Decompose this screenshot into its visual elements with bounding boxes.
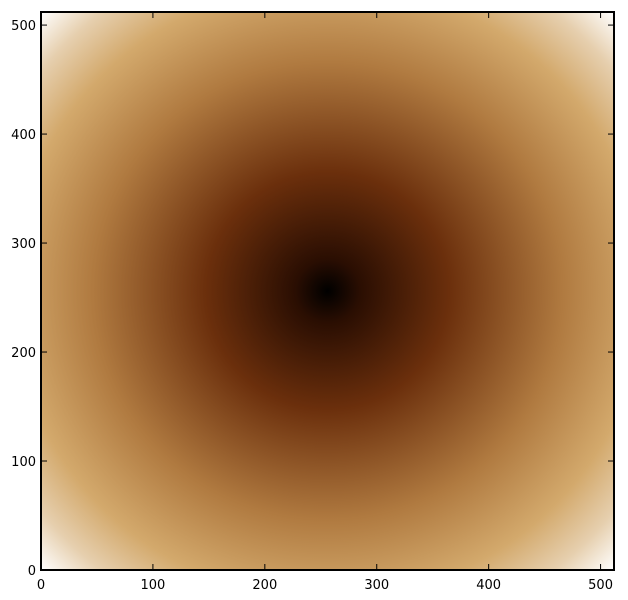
heatmap-field — [41, 12, 614, 570]
x-axis: 0 100 200 300 400 500 — [37, 12, 613, 593]
x-tick-label: 500 — [588, 578, 613, 593]
heatmap-image — [41, 12, 614, 570]
x-tick-label: 0 — [37, 578, 45, 593]
y-tick-label: 200 — [11, 346, 36, 361]
x-tick-label: 100 — [141, 578, 166, 593]
y-tick-label: 400 — [11, 128, 36, 143]
y-tick-label: 300 — [11, 237, 36, 252]
plot-frame — [40, 11, 615, 571]
y-axis: 0 100 200 300 400 500 — [11, 19, 614, 579]
y-tick-label: 0 — [28, 564, 36, 579]
x-tick-label: 200 — [252, 578, 277, 593]
x-tick-label: 300 — [364, 578, 389, 593]
y-tick-label: 500 — [11, 19, 36, 34]
y-tick-label: 100 — [11, 455, 36, 470]
x-tick-label: 400 — [476, 578, 501, 593]
